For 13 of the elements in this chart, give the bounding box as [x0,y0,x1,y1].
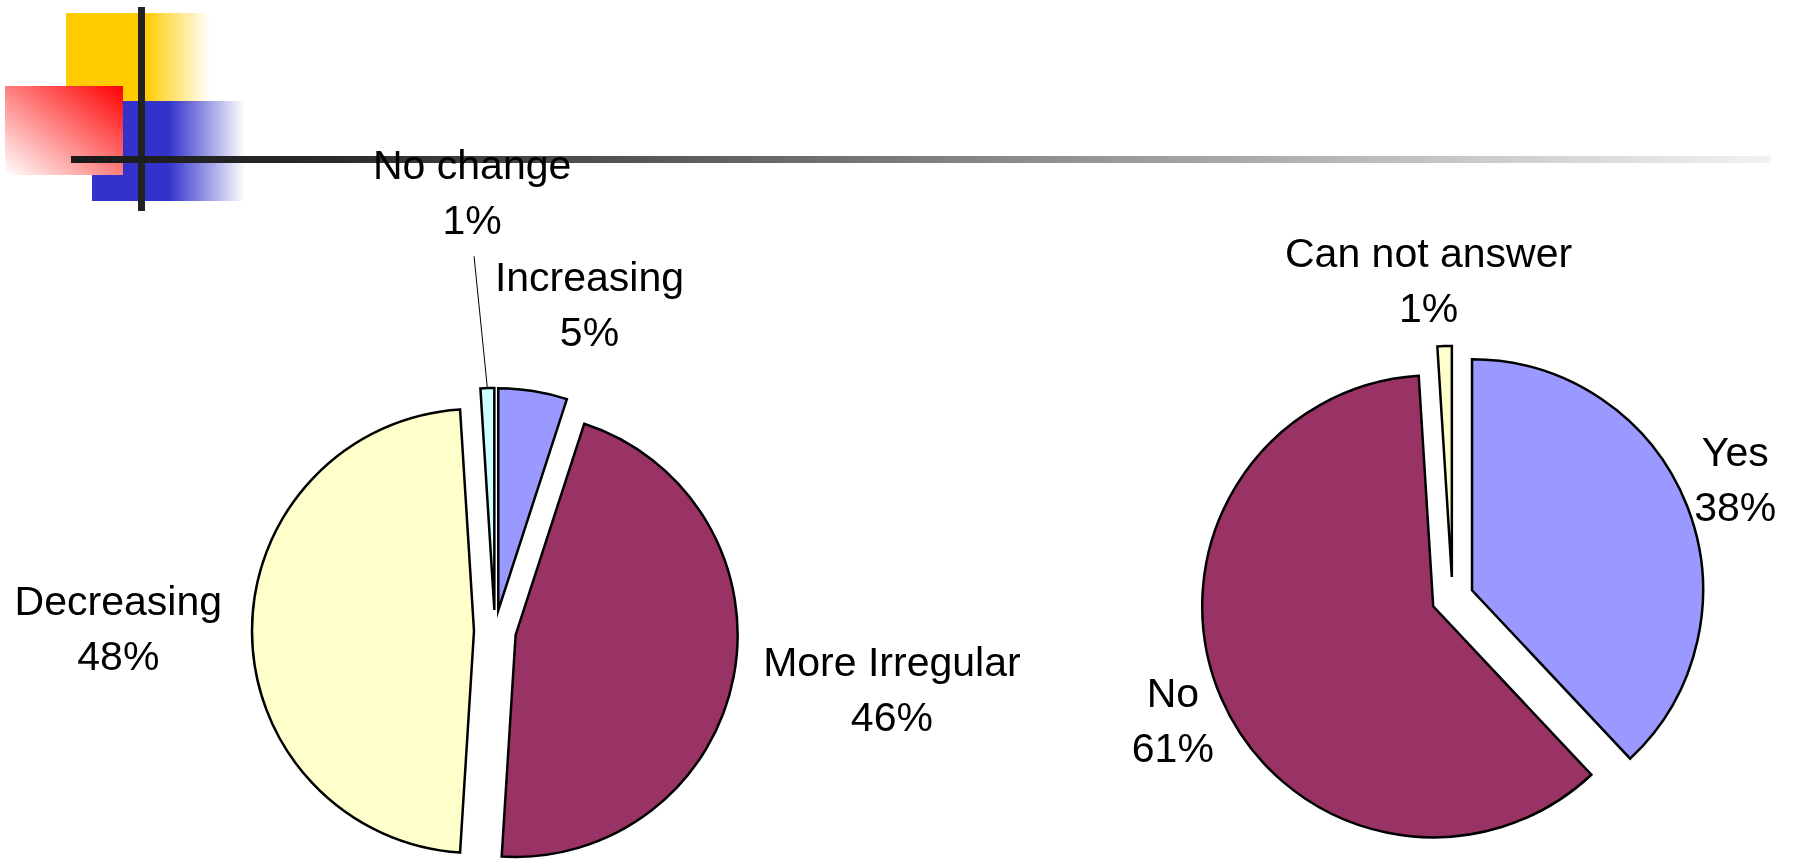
data-label: 46% [850,694,933,741]
slice-label: Yes [1701,428,1769,475]
data-label: 38% [1694,483,1777,530]
slice-label: More Irregular [763,639,1021,686]
slice-label: Can not answer [1284,229,1573,276]
slice-label: Decreasing [14,577,222,624]
data-label: 48% [77,632,160,679]
data-label: 61% [1131,724,1214,771]
slice-label: No [1146,669,1200,716]
data-label: 1% [442,197,502,244]
slice-label: Increasing [494,253,685,300]
data-label: 5% [559,308,620,355]
data-label: 1% [1398,284,1459,331]
